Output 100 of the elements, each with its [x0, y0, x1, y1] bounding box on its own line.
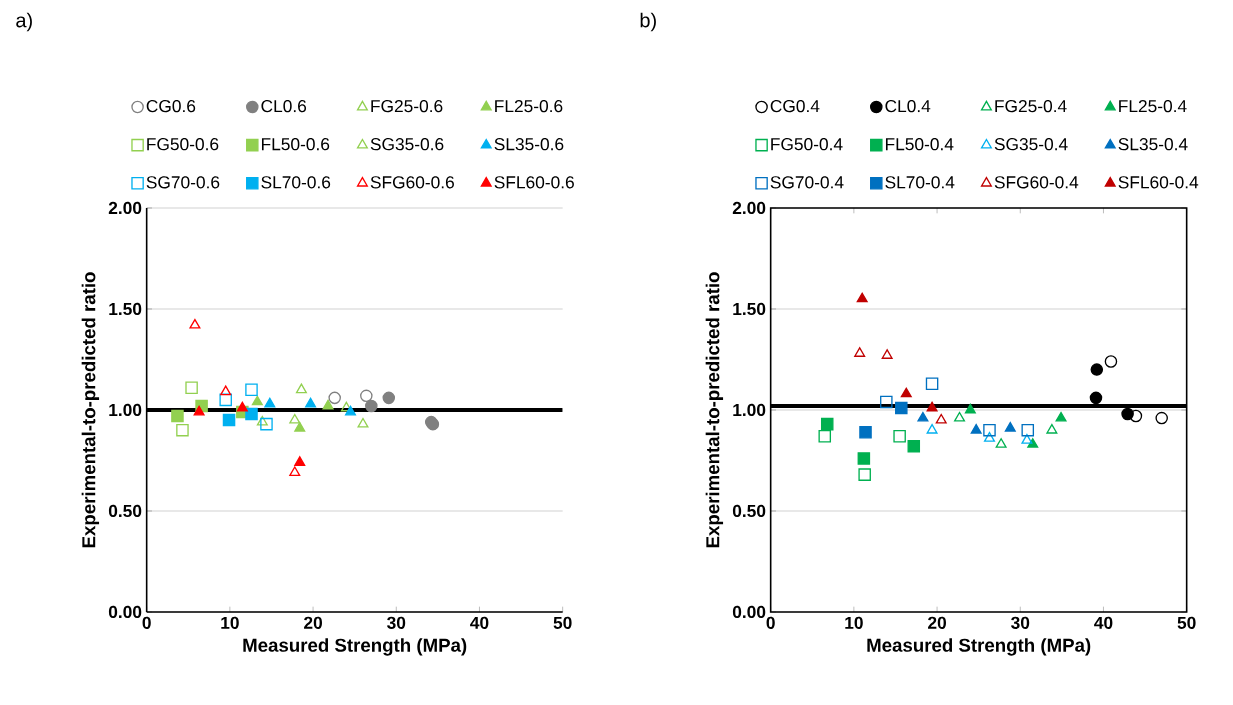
legend-label: SL70-0.4	[885, 176, 955, 189]
point	[881, 349, 893, 359]
point	[322, 399, 334, 410]
x-tick-label: 50	[1177, 616, 1196, 629]
legend-label: SFG60-0.6	[370, 176, 454, 189]
point	[295, 383, 307, 394]
point	[1155, 411, 1168, 425]
point	[189, 318, 201, 329]
point	[365, 399, 378, 413]
y-axis-title: Experimental-to-predicted ratio	[81, 272, 100, 548]
x-tick-label: 10	[845, 616, 863, 629]
y-tick-label: 2.00	[108, 201, 142, 215]
point	[1121, 407, 1134, 421]
point	[222, 413, 236, 427]
legend-label: FL25-0.4	[1119, 99, 1187, 113]
x-tick-label: 10	[221, 616, 239, 629]
point	[1055, 411, 1067, 422]
point	[328, 391, 341, 405]
point	[220, 385, 232, 396]
point	[820, 417, 834, 431]
point	[193, 405, 205, 416]
point	[880, 395, 893, 409]
point	[995, 438, 1007, 448]
point	[245, 383, 258, 397]
point	[264, 397, 276, 408]
point	[926, 401, 938, 412]
legend-label: FG50-0.6	[147, 138, 219, 151]
point	[854, 347, 866, 357]
point	[900, 387, 912, 398]
point	[294, 421, 306, 432]
y-tick-label: 1.00	[109, 403, 142, 417]
legend-label: FL50-0.4	[885, 138, 954, 151]
point	[256, 415, 268, 426]
point	[305, 397, 317, 408]
point	[236, 401, 248, 412]
point	[344, 405, 357, 416]
point	[185, 381, 198, 395]
legend-label: SG35-0.4	[994, 138, 1068, 151]
point	[1129, 409, 1143, 423]
point	[1021, 423, 1035, 437]
point	[360, 389, 373, 403]
legend-label: FG50-0.4	[771, 138, 843, 151]
point	[935, 413, 947, 424]
legend-label: SFL60-0.4	[1118, 176, 1199, 189]
chart-title: b)	[640, 12, 656, 32]
point	[925, 377, 939, 390]
point	[907, 440, 921, 453]
point	[1021, 434, 1033, 444]
point	[964, 403, 976, 414]
point	[856, 292, 868, 303]
y-axis-title: Experimental-to-predicted ratio	[705, 272, 724, 548]
legend-label: CG0.4	[770, 99, 820, 113]
x-tick-label: 30	[1011, 616, 1030, 629]
x-tick-label: 40	[1094, 616, 1113, 629]
point	[260, 417, 273, 431]
point	[818, 429, 832, 443]
x-tick-label: 20	[304, 616, 322, 629]
x-axis-title: Measured Strength (MPa)	[867, 638, 1091, 656]
point	[970, 423, 982, 434]
legend-label: SG70-0.6	[146, 176, 220, 189]
x-tick-label: 50	[553, 616, 572, 629]
point	[1046, 423, 1058, 434]
point	[1004, 421, 1016, 432]
x-tick-label: 0	[142, 616, 151, 629]
point	[983, 423, 996, 437]
legend-label: SG70-0.4	[770, 176, 844, 189]
legend-label: SL70-0.6	[261, 176, 331, 189]
y-tick-label: 0.50	[108, 504, 142, 518]
point	[858, 468, 871, 481]
x-axis-title: Measured Strength (MPa)	[243, 638, 467, 656]
point	[1090, 363, 1104, 376]
point	[1104, 355, 1118, 368]
legend-label: FG25-0.4	[995, 99, 1067, 113]
point	[294, 456, 306, 466]
point	[893, 429, 906, 443]
y-tick-label: 1.50	[109, 302, 142, 316]
legend-label: CG0.6	[146, 99, 196, 113]
legend-label: CL0.4	[885, 99, 931, 113]
point	[245, 407, 258, 421]
legend-label: SG35-0.6	[370, 138, 444, 151]
point	[176, 423, 189, 437]
x-tick-label: 40	[470, 616, 489, 629]
x-tick-label: 20	[928, 616, 946, 629]
point	[917, 411, 929, 422]
point	[857, 452, 871, 465]
point	[926, 423, 938, 434]
x-tick-label: 30	[387, 616, 406, 629]
legend-label: FG25-0.6	[371, 99, 443, 113]
x-tick-label: 0	[766, 616, 775, 629]
point	[859, 425, 872, 439]
y-tick-label: 0.00	[108, 605, 142, 619]
y-tick-label: 2.00	[732, 201, 766, 215]
legend-label: CL0.6	[261, 99, 307, 113]
point	[382, 391, 396, 405]
y-tick-label: 0.50	[732, 504, 766, 518]
point	[895, 401, 908, 415]
legend-label: SL35-0.6	[494, 138, 564, 151]
point	[1089, 391, 1103, 405]
point	[171, 409, 184, 423]
point	[289, 466, 301, 477]
